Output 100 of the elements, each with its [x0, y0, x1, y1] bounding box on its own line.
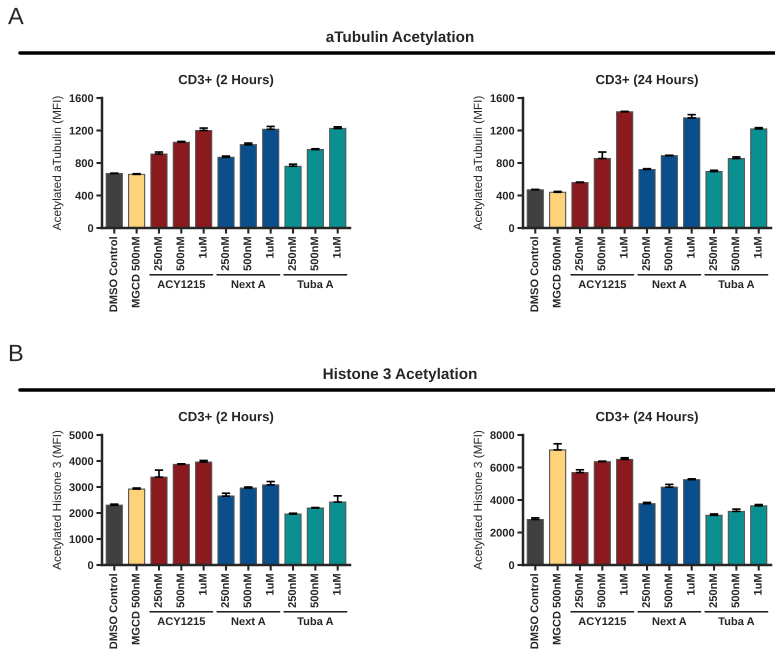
bar: [526, 189, 544, 228]
text: Next A: [232, 617, 266, 626]
bar: [217, 496, 235, 565]
chart-title: CD3+ (24 Hours): [596, 412, 698, 424]
x-tick-label: MGCD 500nM: [132, 237, 140, 308]
bar: [262, 128, 280, 228]
bar: [106, 504, 123, 565]
y-tick-label: 3000: [69, 483, 94, 492]
x-tick-label: 1uM: [754, 237, 762, 258]
bar: [728, 158, 745, 228]
y-tick-label: 400: [75, 192, 94, 200]
chart-title: CD3+ (2 Hours): [178, 74, 274, 87]
bar: [594, 461, 611, 565]
y-tick-label: 1200: [490, 126, 514, 135]
text: ACY1215: [578, 617, 626, 626]
y-tick-label: 0: [88, 561, 94, 570]
bar: [616, 458, 634, 565]
y-tick-label: 0: [88, 224, 94, 232]
x-tick-label: 500nM: [243, 237, 252, 271]
bar: [195, 130, 212, 228]
x-tick-label: 500nM: [664, 574, 672, 608]
y-axis-title: Acetylated Histone 3 (MFI): [52, 430, 64, 570]
bar: [128, 174, 146, 228]
bar: [240, 487, 257, 565]
bar: [329, 502, 346, 565]
x-tick-label: 500nM: [597, 237, 606, 271]
bar: [728, 510, 745, 565]
x-tick-label: 1uM: [198, 237, 207, 258]
text: ACY1215: [158, 280, 206, 288]
bar: [306, 149, 324, 228]
x-tick-label: 500nM: [310, 574, 318, 608]
y-tick-label: 6000: [490, 464, 514, 472]
x-tick-label: 250nM: [221, 574, 229, 608]
bar: [549, 192, 566, 228]
bar: [526, 518, 544, 565]
bar: [150, 154, 168, 228]
bar: [284, 513, 302, 565]
y-tick-label: 1200: [70, 126, 94, 135]
x-tick-label: 500nM: [664, 237, 672, 271]
text: aTubulin Acetylation: [326, 30, 474, 46]
bar: [240, 144, 257, 228]
x-tick-label: 250nM: [575, 574, 583, 608]
y-tick-label: 0: [508, 561, 514, 570]
bar: [329, 128, 346, 228]
text: ACY1215: [158, 617, 206, 626]
y-tick-label: 400: [496, 192, 514, 200]
y-tick-label: 1600: [490, 94, 514, 102]
text: ACY1215: [578, 280, 626, 288]
x-tick-label: 1uM: [198, 574, 207, 595]
y-tick-label: 0: [508, 224, 514, 232]
text: Next A: [652, 280, 686, 288]
bar: [683, 117, 700, 228]
bar: [306, 508, 324, 565]
bar: [705, 514, 723, 565]
bar: [750, 505, 768, 565]
x-tick-label: 500nM: [176, 237, 184, 271]
y-tick-label: 2000: [490, 528, 514, 537]
x-tick-label: 250nM: [288, 574, 296, 608]
text: Histone 3 Acetylation: [324, 368, 476, 382]
x-tick-label: 1uM: [686, 237, 695, 258]
bar: [172, 142, 190, 228]
bar: [217, 156, 235, 228]
x-tick-label: 500nM: [176, 574, 184, 608]
x-tick-label: 1uM: [332, 237, 341, 258]
bar: [660, 486, 678, 565]
x-tick-label: 500nM: [731, 574, 740, 608]
y-tick-label: 2000: [69, 509, 94, 518]
y-tick-label: 1600: [70, 94, 94, 102]
bar: [262, 484, 280, 565]
text: B: [10, 344, 22, 362]
bar: [750, 128, 768, 228]
x-tick-label: DMSO Control: [109, 574, 118, 649]
bar: [638, 503, 656, 565]
bar: [150, 476, 168, 565]
x-tick-label: MGCD 500nM: [552, 574, 561, 644]
x-tick-label: 500nM: [243, 574, 252, 608]
y-tick-label: 5000: [69, 431, 94, 440]
y-axis-title: Acetylated Histone 3 (MFI): [473, 430, 484, 570]
bar: [660, 155, 678, 228]
x-tick-label: 250nM: [709, 574, 718, 608]
text: Tuba A: [297, 617, 334, 626]
x-tick-label: 1uM: [620, 574, 628, 595]
x-tick-label: 250nM: [221, 237, 229, 271]
bar: [683, 479, 700, 565]
x-tick-label: DMSO Control: [530, 574, 538, 649]
x-tick-label: 500nM: [731, 237, 740, 271]
x-tick-label: 250nM: [642, 574, 650, 608]
text: A: [8, 8, 24, 24]
bar: [638, 168, 656, 228]
text: Tuba A: [718, 280, 754, 288]
y-tick-label: 800: [75, 159, 94, 168]
bar: [284, 166, 302, 228]
x-tick-label: 250nM: [642, 237, 650, 271]
bar: [571, 182, 589, 228]
bar: [571, 472, 589, 565]
x-tick-label: 1uM: [620, 237, 628, 258]
bar: [549, 449, 566, 565]
x-tick-label: 250nM: [575, 237, 583, 271]
chart-title: CD3+ (2 Hours): [178, 412, 274, 424]
x-tick-label: 250nM: [288, 237, 296, 271]
